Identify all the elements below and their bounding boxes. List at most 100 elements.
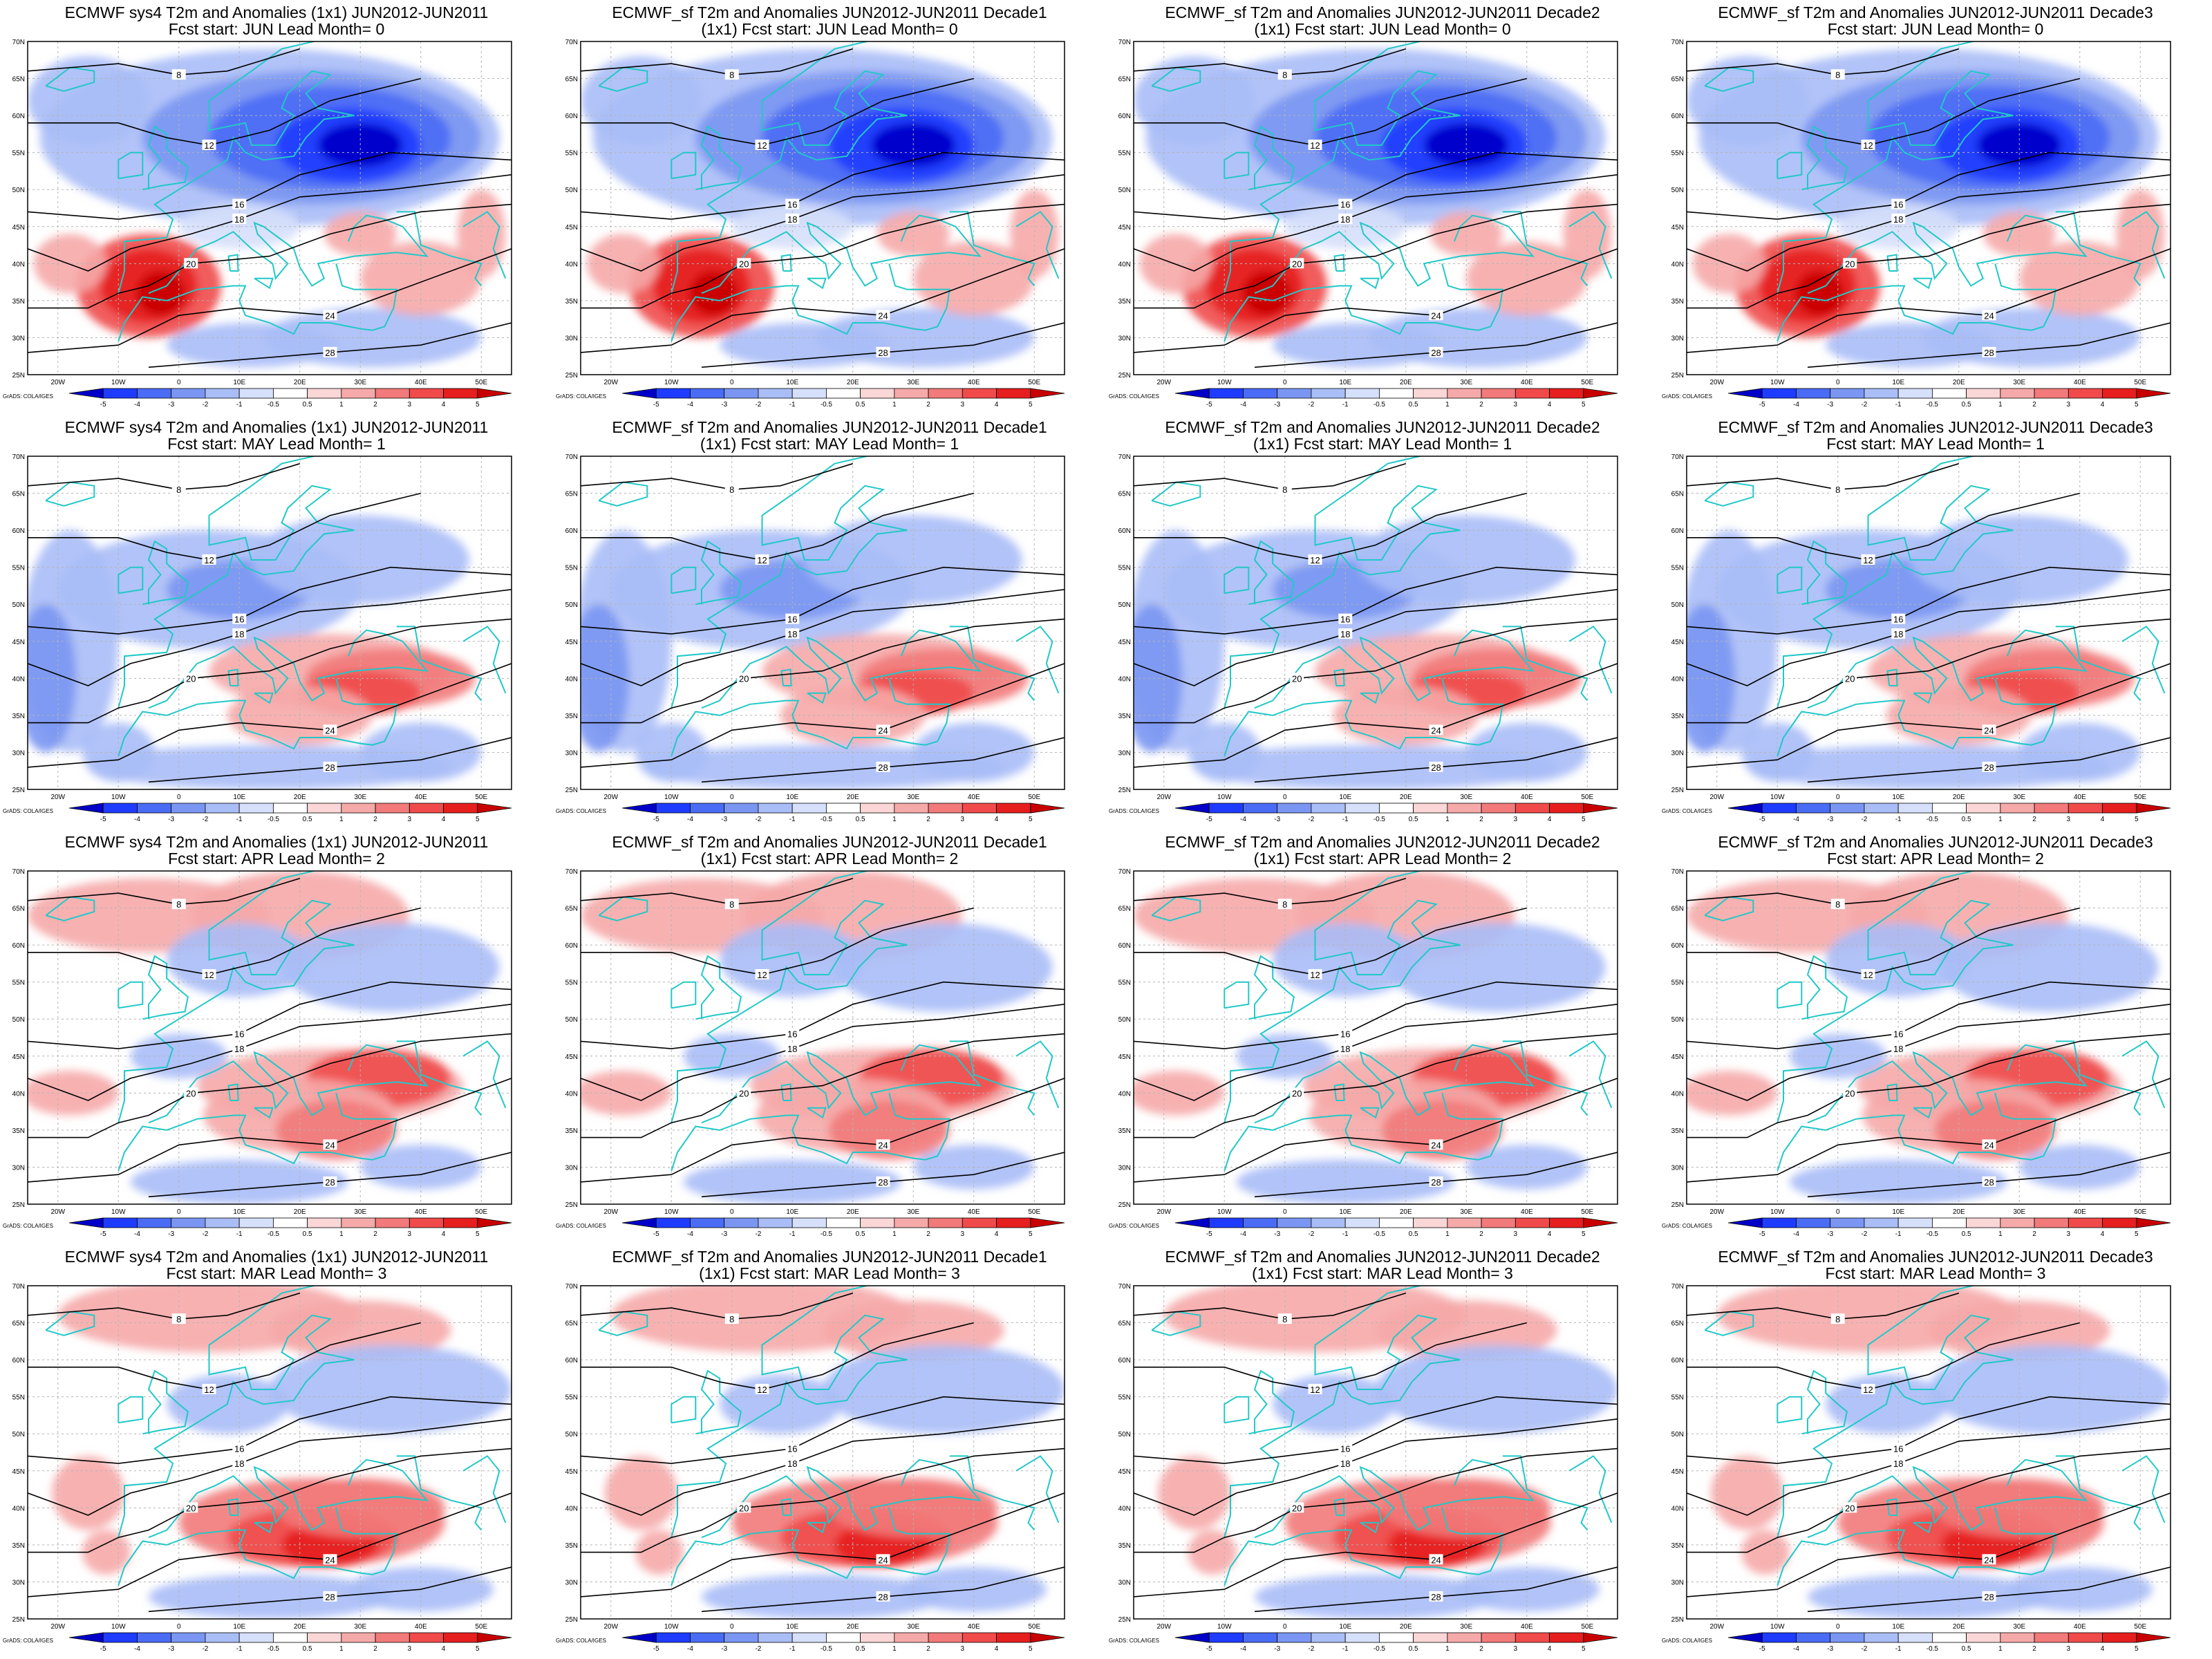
colorbar-swatch	[996, 388, 1031, 399]
colorbar-label: 0.5	[1962, 816, 1971, 823]
colorbar-swatch	[2068, 1632, 2103, 1643]
anomaly-region	[702, 1574, 944, 1619]
colorbar-label: -2	[755, 401, 761, 409]
colorbar-swatch	[2000, 1632, 2035, 1643]
colorbar-label: -0.5	[1374, 1230, 1386, 1238]
lat-tick-label: 70N	[1671, 453, 1684, 461]
anomaly-region	[913, 241, 1035, 316]
colorbar-label: -0.5	[268, 1230, 280, 1238]
lon-tick-label: 20W	[603, 794, 618, 801]
lat-tick-label: 25N	[1671, 787, 1684, 794]
panel-title-line2: (1x1) Fcst start: MAR Lead Month= 3	[699, 1264, 960, 1282]
colorbar-swatch	[621, 1632, 657, 1643]
grads-credit: GrADS: COLA/IGES	[556, 1638, 606, 1644]
lon-tick-label: 10E	[786, 1208, 798, 1216]
colorbar-swatch	[375, 388, 410, 399]
lon-tick-label: 20E	[847, 1623, 859, 1631]
colorbar-label: 5	[1582, 816, 1586, 823]
colorbar-swatch	[1897, 1217, 1933, 1228]
map-frame	[580, 870, 1065, 1205]
colorbar-swatch	[375, 1217, 410, 1228]
colorbar-swatch	[860, 388, 895, 399]
lon-tick-label: 40E	[1521, 1623, 1533, 1631]
colorbar-swatch	[1966, 388, 2001, 399]
lon-tick-label: 20E	[1400, 1623, 1412, 1631]
lon-tick-label: 10W	[664, 379, 679, 386]
lon-tick-label: 0	[730, 1623, 734, 1631]
colorbar-label: -1	[236, 1645, 243, 1653]
colorbar-swatch	[1481, 388, 1516, 399]
graticule	[28, 41, 512, 375]
colorbar-swatch	[825, 1217, 861, 1228]
anomaly-region	[1134, 1071, 1225, 1116]
colorbar-swatch	[962, 803, 997, 814]
colorbar-label: 1	[1998, 816, 2003, 823]
colorbar-swatch	[443, 803, 478, 814]
anomaly-region	[149, 1574, 391, 1619]
lon-tick-label: 10W	[1770, 1208, 1785, 1216]
contour-label: 24	[1984, 1140, 1994, 1150]
lat-tick-label: 70N	[565, 39, 578, 46]
colorbar-swatch	[2034, 1217, 2069, 1228]
colorbar-label: 1	[339, 816, 344, 823]
lon-tick-label: 30E	[2013, 379, 2025, 386]
graticule	[28, 456, 512, 789]
colorbar-label: 0.5	[1409, 401, 1418, 409]
map-frame	[27, 870, 512, 1205]
graticule	[581, 41, 1065, 375]
colorbar-swatch	[1344, 1217, 1380, 1228]
colorbar-swatch	[205, 803, 240, 814]
colorbar-swatch	[1243, 803, 1278, 814]
lat-tick-label: 35N	[12, 298, 25, 306]
contour-label: 16	[1340, 1444, 1350, 1454]
lon-tick-label: 30E	[1460, 1208, 1472, 1216]
lon-tick-label: 0	[177, 379, 181, 386]
colorbar-label: -4	[134, 816, 140, 823]
lon-tick-label: 50E	[475, 794, 487, 801]
colorbar-label: 1	[1445, 1230, 1450, 1238]
anomaly-region	[586, 234, 659, 294]
coastlines	[45, 1286, 507, 1586]
colorbar-swatch	[137, 388, 172, 399]
map-frame	[580, 1285, 1065, 1620]
lat-tick-label: 25N	[12, 1616, 25, 1624]
colorbar-swatch	[825, 388, 861, 399]
lat-tick-label: 55N	[565, 980, 578, 987]
lat-tick-label: 60N	[1118, 113, 1131, 120]
colorbar-swatch	[102, 803, 138, 814]
colorbar-label: 4	[2101, 1230, 2105, 1238]
colorbar-swatch	[2034, 1632, 2069, 1643]
lon-tick-label: 40E	[2074, 1623, 2086, 1631]
colorbar-swatch	[409, 1217, 444, 1228]
panel-title-line1: ECMWF_sf T2m and Anomalies JUN2012-JUN20…	[612, 1248, 1047, 1266]
contour-label: 8	[176, 485, 181, 495]
colorbar-swatch	[2102, 388, 2137, 399]
panel-title: ECMWF_sf T2m and Anomalies JUN2012-JUN20…	[1106, 1248, 1659, 1282]
lat-tick-label: 35N	[1118, 713, 1131, 720]
colorbar-swatch	[1344, 1632, 1380, 1643]
contour-label: 12	[1310, 1385, 1320, 1395]
lat-tick-label: 45N	[565, 1468, 578, 1476]
colorbar-label: -2	[755, 1645, 761, 1653]
colorbar-label: -5	[1759, 816, 1765, 823]
colorbar-swatch	[238, 388, 274, 399]
colorbar-swatch	[1378, 803, 1414, 814]
colorbar-swatch	[1277, 803, 1312, 814]
contour-label: 16	[787, 615, 797, 625]
lon-tick-label: 20W	[1156, 379, 1171, 386]
lon-tick-label: 20W	[1709, 1208, 1724, 1216]
grads-credit: GrADS: COLA/IGES	[1662, 393, 1712, 400]
colorbar-swatch	[1549, 388, 1584, 399]
colorbar-label: 2	[373, 1645, 377, 1653]
lon-tick-label: 0	[1283, 794, 1287, 801]
contour-label: 28	[1431, 1592, 1441, 1602]
temperature-contours: 8 12 16 18 20 24 28	[581, 462, 1065, 783]
colorbar-label: -1	[789, 1230, 796, 1238]
anomaly-map: 812161820242870N65N60N55N50N45N40N35N30N…	[3, 39, 512, 409]
colorbar-label: -0.5	[821, 401, 833, 409]
lat-tick-label: 50N	[12, 1016, 25, 1024]
panel-title-line1: ECMWF sys4 T2m and Anomalies (1x1) JUN20…	[64, 833, 489, 851]
contour-label: 20	[1292, 1088, 1302, 1098]
lon-tick-label: 40E	[415, 1208, 427, 1216]
lon-tick-label: 50E	[2134, 1623, 2146, 1631]
